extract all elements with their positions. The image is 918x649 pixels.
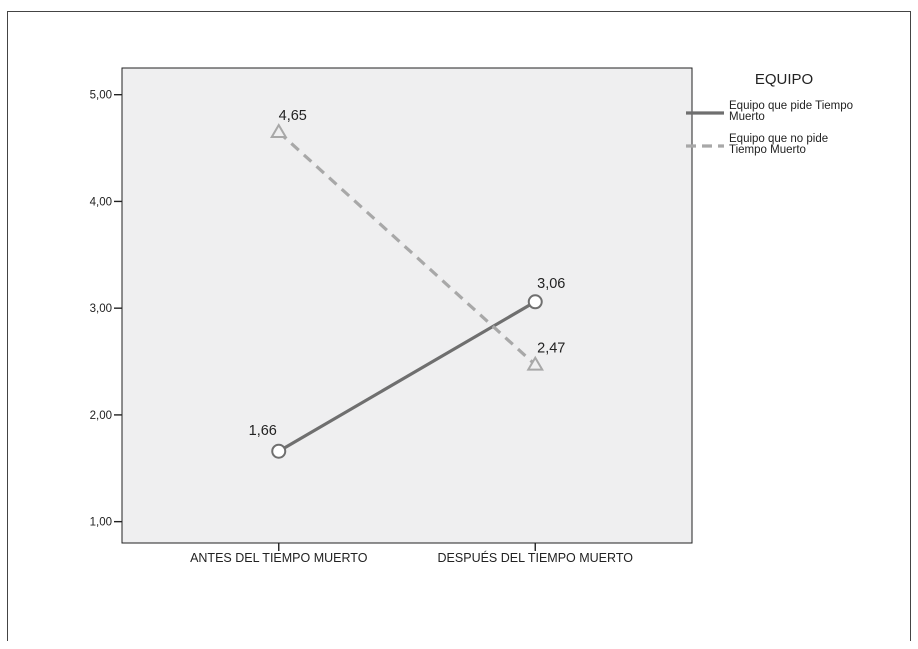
legend-label: Tiempo Muerto [729,144,806,156]
x-tick-label: ANTES DEL TIEMPO MUERTO [190,551,368,565]
data-point-circle [527,294,543,310]
figure-frame [7,11,911,641]
y-tick-label: 5,00 [90,90,112,102]
legend-label: Equipo que no pide [729,133,828,145]
legend-title: EQUIPO [755,71,813,88]
legend-label: Muerto [729,111,765,123]
x-axis: ANTES DEL TIEMPO MUERTO DESPUÉS DEL TIEMP… [190,543,633,565]
data-point-triangle [526,355,544,371]
y-axis: 1,00 2,00 3,00 4,00 5,00 [90,90,122,529]
y-tick-label: 4,00 [90,196,112,208]
y-tick-label: 1,00 [90,517,112,529]
data-label: 3,06 [537,276,565,292]
x-tick-label: DESPUÉS DEL TIEMPO MUERTO [438,550,634,565]
data-label: 4,65 [279,108,307,124]
data-point-triangle [270,123,288,138]
data-label: 1,66 [249,423,277,439]
plot-area [121,67,693,544]
series-layer: 1,66 3,06 4,65 2,47 [249,108,565,459]
y-tick-label: 3,00 [90,303,112,315]
series-line [277,130,537,366]
y-tick-label: 2,00 [90,410,112,422]
data-point-circle [271,443,287,459]
data-label: 2,47 [537,341,565,357]
legend-label: Equipo que pide Tiempo [729,100,853,112]
